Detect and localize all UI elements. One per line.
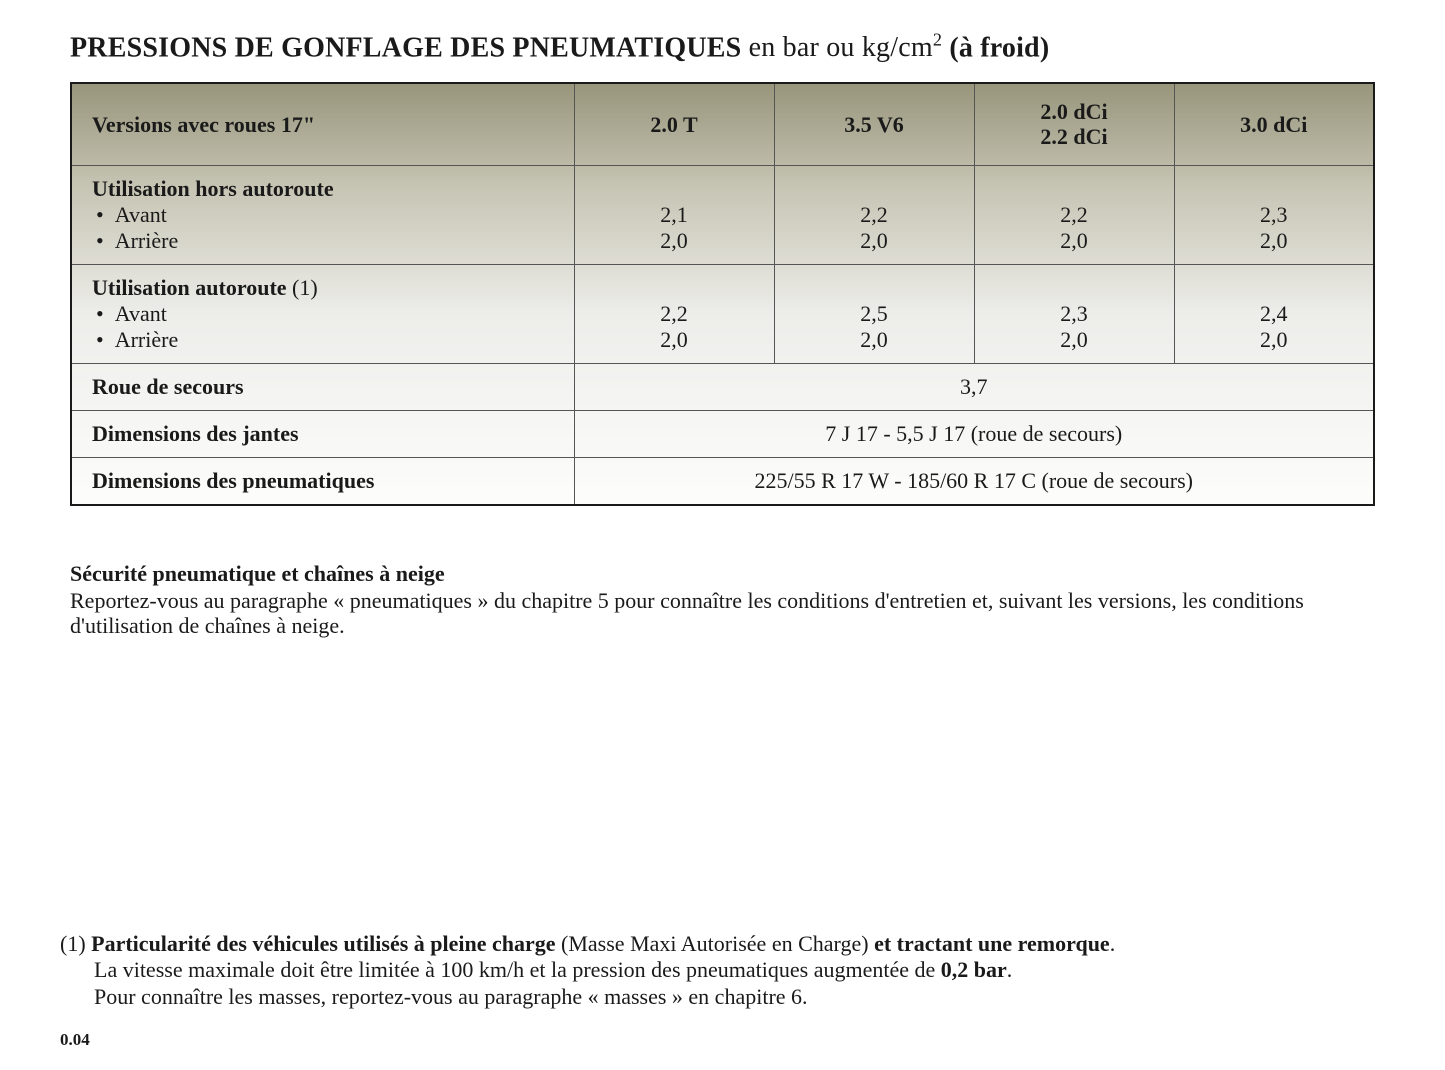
title-main: PRESSIONS DE GONFLAGE DES PNEUMATIQUES (70, 32, 741, 63)
full-row-value-0: 3,7 (574, 363, 1374, 410)
title-bold-tail: (à froid) (949, 32, 1049, 63)
header-col-0: 2.0 T (574, 83, 774, 165)
footnote: (1) Particularité des véhicules utilisés… (60, 931, 1375, 1010)
notes-section: Sécurité pneumatique et chaînes à neige … (70, 561, 1375, 639)
full-row-label-0: Roue de secours (71, 363, 574, 410)
title-sub: en bar ou kg/cm2 (749, 32, 950, 63)
full-row-label-1: Dimensions des jantes (71, 410, 574, 457)
cell-0-1: 2,2 2,0 (774, 165, 974, 264)
cell-1-0: 2,2 2,0 (574, 264, 774, 363)
table-row: Dimensions des jantes 7 J 17 - 5,5 J 17 … (71, 410, 1374, 457)
row-label-0: Utilisation hors autoroute • Avant • Arr… (71, 165, 574, 264)
cell-1-2: 2,3 2,0 (974, 264, 1174, 363)
full-row-label-2: Dimensions des pneumatiques (71, 457, 574, 505)
cell-1-1: 2,5 2,0 (774, 264, 974, 363)
header-col-2: 2.0 dCi 2.2 dCi (974, 83, 1174, 165)
cell-0-0: 2,1 2,0 (574, 165, 774, 264)
header-first: Versions avec roues 17" (71, 83, 574, 165)
full-row-value-2: 225/55 R 17 W - 185/60 R 17 C (roue de s… (574, 457, 1374, 505)
header-col-1: 3.5 V6 (774, 83, 974, 165)
page-number: 0.04 (60, 1030, 90, 1050)
full-row-value-1: 7 J 17 - 5,5 J 17 (roue de secours) (574, 410, 1374, 457)
notes-title: Sécurité pneumatique et chaînes à neige (70, 561, 1375, 586)
page-title: PRESSIONS DE GONFLAGE DES PNEUMATIQUES e… (70, 30, 1375, 64)
row-label-1: Utilisation autoroute (1) • Avant • Arri… (71, 264, 574, 363)
cell-1-3: 2,4 2,0 (1174, 264, 1374, 363)
header-col-3: 3.0 dCi (1174, 83, 1374, 165)
table-row: Utilisation autoroute (1) • Avant • Arri… (71, 264, 1374, 363)
pressure-table: Versions avec roues 17" 2.0 T 3.5 V6 2.0… (70, 82, 1375, 506)
cell-0-2: 2,2 2,0 (974, 165, 1174, 264)
cell-0-3: 2,3 2,0 (1174, 165, 1374, 264)
notes-body: Reportez-vous au paragraphe « pneumatiqu… (70, 588, 1375, 639)
table-row: Dimensions des pneumatiques 225/55 R 17 … (71, 457, 1374, 505)
table-row: Roue de secours 3,7 (71, 363, 1374, 410)
table-header-row: Versions avec roues 17" 2.0 T 3.5 V6 2.0… (71, 83, 1374, 165)
table-row: Utilisation hors autoroute • Avant • Arr… (71, 165, 1374, 264)
